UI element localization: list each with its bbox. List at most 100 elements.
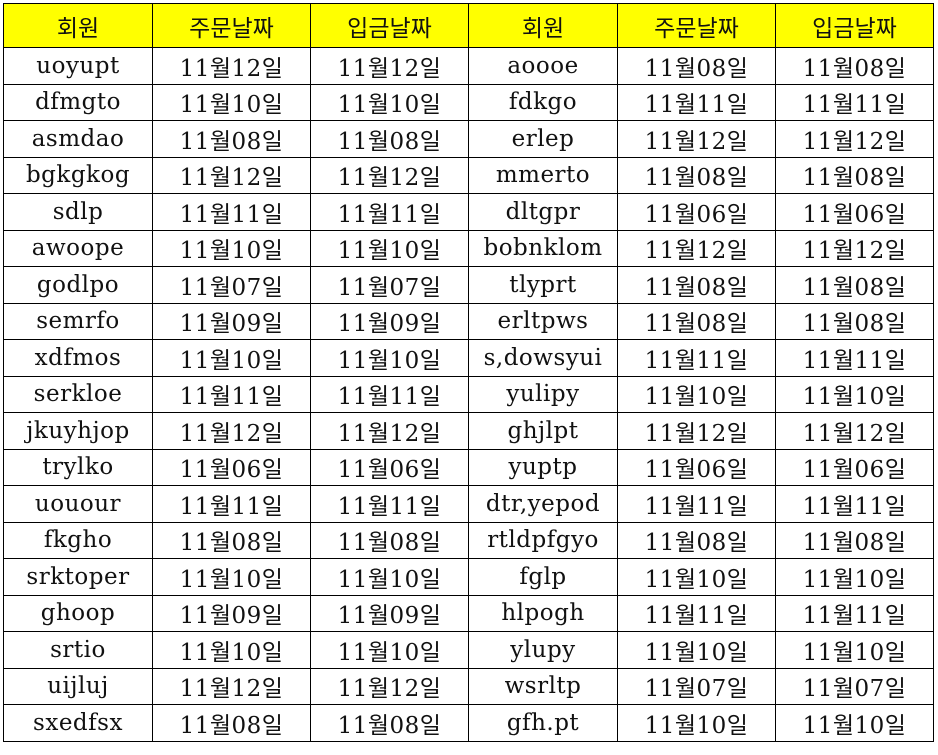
payment-date-cell[interactable]: 11월10일: [310, 631, 469, 669]
payment-date-cell[interactable]: 11월11일: [310, 485, 469, 523]
member-cell[interactable]: awoope: [3, 229, 153, 267]
member-cell-2[interactable]: bobnklom: [468, 229, 618, 267]
member-cell[interactable]: srtio: [3, 631, 153, 669]
order-date-cell[interactable]: 11월12일: [152, 156, 311, 194]
order-date-cell[interactable]: 11월08일: [152, 521, 311, 559]
order-date-cell[interactable]: 11월10일: [152, 558, 311, 596]
order-date-cell[interactable]: 11월06일: [152, 448, 311, 486]
member-cell[interactable]: godlpo: [3, 266, 153, 304]
order-date-cell-2[interactable]: 11월10일: [617, 375, 776, 413]
member-cell[interactable]: bgkgkog: [3, 156, 153, 194]
order-date-cell-2[interactable]: 11월08일: [617, 47, 776, 85]
order-date-cell-2[interactable]: 11월10일: [617, 704, 776, 742]
order-date-cell[interactable]: 11월10일: [152, 83, 311, 121]
payment-date-cell-2[interactable]: 11월10일: [775, 631, 934, 669]
member-cell[interactable]: jkuyhjop: [3, 412, 153, 450]
member-cell-2[interactable]: mmerto: [468, 156, 618, 194]
member-cell-2[interactable]: tlyprt: [468, 266, 618, 304]
order-date-cell[interactable]: 11월12일: [152, 412, 311, 450]
member-cell[interactable]: dfmgto: [3, 83, 153, 121]
member-cell-2[interactable]: wsrltp: [468, 667, 618, 705]
member-cell[interactable]: fkgho: [3, 521, 153, 559]
payment-date-cell-2[interactable]: 11월10일: [775, 704, 934, 742]
payment-date-cell[interactable]: 11월08일: [310, 704, 469, 742]
header-payment-date[interactable]: 입금날짜: [310, 3, 469, 48]
member-cell-2[interactable]: ylupy: [468, 631, 618, 669]
payment-date-cell[interactable]: 11월11일: [310, 375, 469, 413]
order-date-cell[interactable]: 11월10일: [152, 631, 311, 669]
payment-date-cell[interactable]: 11월07일: [310, 266, 469, 304]
order-date-cell-2[interactable]: 11월12일: [617, 412, 776, 450]
header-payment-date-2[interactable]: 입금날짜: [775, 3, 934, 48]
payment-date-cell-2[interactable]: 11월08일: [775, 266, 934, 304]
order-date-cell-2[interactable]: 11월07일: [617, 667, 776, 705]
order-date-cell[interactable]: 11월07일: [152, 266, 311, 304]
member-cell[interactable]: xdfmos: [3, 339, 153, 377]
member-cell[interactable]: uoyupt: [3, 47, 153, 85]
member-cell-2[interactable]: rtldpfgyo: [468, 521, 618, 559]
header-member[interactable]: 회원: [3, 3, 153, 48]
order-date-cell-2[interactable]: 11월12일: [617, 120, 776, 158]
member-cell[interactable]: asmdao: [3, 120, 153, 158]
payment-date-cell[interactable]: 11월10일: [310, 339, 469, 377]
payment-date-cell-2[interactable]: 11월06일: [775, 193, 934, 231]
member-cell[interactable]: sxedfsx: [3, 704, 153, 742]
member-cell[interactable]: semrfo: [3, 302, 153, 340]
order-date-cell-2[interactable]: 11월10일: [617, 631, 776, 669]
order-date-cell[interactable]: 11월10일: [152, 339, 311, 377]
order-date-cell[interactable]: 11월09일: [152, 594, 311, 632]
member-cell-2[interactable]: yulipy: [468, 375, 618, 413]
order-date-cell-2[interactable]: 11월11일: [617, 485, 776, 523]
order-date-cell-2[interactable]: 11월08일: [617, 302, 776, 340]
member-cell[interactable]: sdlp: [3, 193, 153, 231]
order-date-cell-2[interactable]: 11월08일: [617, 521, 776, 559]
payment-date-cell[interactable]: 11월11일: [310, 193, 469, 231]
payment-date-cell-2[interactable]: 11월11일: [775, 83, 934, 121]
member-cell[interactable]: uijluj: [3, 667, 153, 705]
order-date-cell[interactable]: 11월12일: [152, 667, 311, 705]
payment-date-cell-2[interactable]: 11월07일: [775, 667, 934, 705]
order-date-cell[interactable]: 11월11일: [152, 375, 311, 413]
member-cell[interactable]: serkloe: [3, 375, 153, 413]
member-cell-2[interactable]: s,dowsyui: [468, 339, 618, 377]
order-date-cell[interactable]: 11월10일: [152, 229, 311, 267]
order-date-cell-2[interactable]: 11월11일: [617, 339, 776, 377]
order-date-cell[interactable]: 11월08일: [152, 120, 311, 158]
member-cell-2[interactable]: aoooe: [468, 47, 618, 85]
payment-date-cell[interactable]: 11월10일: [310, 83, 469, 121]
payment-date-cell-2[interactable]: 11월12일: [775, 412, 934, 450]
payment-date-cell[interactable]: 11월10일: [310, 558, 469, 596]
member-cell-2[interactable]: erltpws: [468, 302, 618, 340]
order-date-cell-2[interactable]: 11월06일: [617, 448, 776, 486]
payment-date-cell-2[interactable]: 11월12일: [775, 120, 934, 158]
order-date-cell-2[interactable]: 11월12일: [617, 229, 776, 267]
payment-date-cell-2[interactable]: 11월08일: [775, 521, 934, 559]
header-order-date-2[interactable]: 주문날짜: [617, 3, 776, 48]
payment-date-cell[interactable]: 11월09일: [310, 594, 469, 632]
payment-date-cell[interactable]: 11월12일: [310, 156, 469, 194]
payment-date-cell-2[interactable]: 11월11일: [775, 485, 934, 523]
member-cell-2[interactable]: fdkgo: [468, 83, 618, 121]
member-cell-2[interactable]: dtr,yepod: [468, 485, 618, 523]
payment-date-cell[interactable]: 11월10일: [310, 229, 469, 267]
order-date-cell[interactable]: 11월11일: [152, 485, 311, 523]
order-date-cell-2[interactable]: 11월08일: [617, 156, 776, 194]
payment-date-cell[interactable]: 11월12일: [310, 667, 469, 705]
payment-date-cell-2[interactable]: 11월08일: [775, 47, 934, 85]
order-date-cell-2[interactable]: 11월11일: [617, 594, 776, 632]
order-date-cell-2[interactable]: 11월11일: [617, 83, 776, 121]
payment-date-cell-2[interactable]: 11월08일: [775, 156, 934, 194]
payment-date-cell-2[interactable]: 11월08일: [775, 302, 934, 340]
payment-date-cell[interactable]: 11월06일: [310, 448, 469, 486]
order-date-cell[interactable]: 11월12일: [152, 47, 311, 85]
member-cell-2[interactable]: fglp: [468, 558, 618, 596]
member-cell[interactable]: uouour: [3, 485, 153, 523]
payment-date-cell[interactable]: 11월08일: [310, 120, 469, 158]
payment-date-cell-2[interactable]: 11월11일: [775, 339, 934, 377]
order-date-cell-2[interactable]: 11월10일: [617, 558, 776, 596]
member-cell-2[interactable]: gfh.pt: [468, 704, 618, 742]
payment-date-cell[interactable]: 11월12일: [310, 412, 469, 450]
payment-date-cell[interactable]: 11월12일: [310, 47, 469, 85]
member-cell-2[interactable]: ghjlpt: [468, 412, 618, 450]
order-date-cell-2[interactable]: 11월08일: [617, 266, 776, 304]
